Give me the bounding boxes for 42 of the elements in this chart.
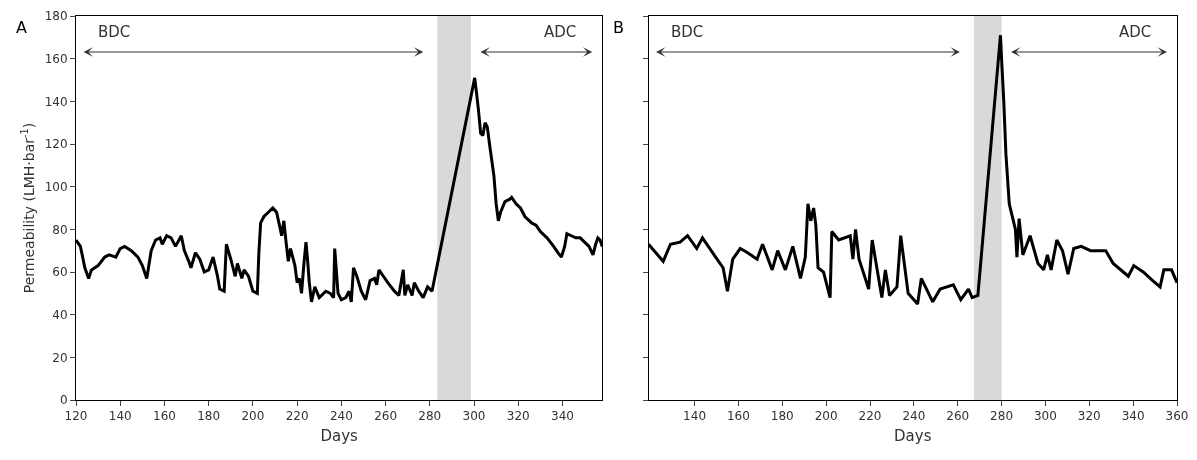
y-tick-label: 160 [44, 51, 68, 66]
x-tick-label: 240 [902, 409, 926, 424]
annotation: ADC [544, 23, 577, 41]
annotation: ADC [1119, 23, 1152, 41]
x-tick-label: 220 [285, 409, 309, 424]
y-tick-label: 20 [52, 350, 68, 365]
x-tick-label: 120 [64, 409, 88, 424]
x-tick-label: 320 [506, 409, 530, 424]
x-tick-label: 180 [770, 409, 794, 424]
x-tick-label: 260 [374, 409, 398, 424]
y-tick-label: 40 [52, 307, 68, 322]
annotation: BDC [98, 23, 131, 41]
annotation: BDC [671, 23, 704, 41]
x-tick-label: 160 [726, 409, 750, 424]
y-tick-label: 120 [44, 137, 68, 152]
x-tick-label: 340 [551, 409, 574, 424]
y-tick-label: 140 [44, 94, 68, 109]
x-tick-label: 340 [1121, 409, 1145, 424]
y-tick-label: 0 [59, 393, 68, 408]
chart-title: B [613, 18, 624, 37]
y-tick-label: 80 [52, 222, 68, 237]
y-tick-label: 180 [44, 9, 68, 24]
x-tick-label: 260 [946, 409, 970, 424]
x-tick-label: 320 [1077, 409, 1101, 424]
x-tick-label: 200 [241, 409, 265, 424]
y-tick-label: 100 [44, 179, 68, 194]
x-tick-label: 360 [1165, 409, 1189, 424]
x-tick-label: 140 [108, 409, 132, 424]
y-tick-label: 60 [52, 265, 68, 280]
x-tick-label: 220 [858, 409, 882, 424]
x-tick-label: 240 [329, 409, 353, 424]
x-tick-label: 140 [683, 409, 707, 424]
chart-title: A [16, 18, 27, 37]
x-tick-label: 280 [418, 409, 442, 424]
x-axis-title: Days [894, 427, 932, 446]
x-tick-label: 160 [153, 409, 176, 424]
x-tick-label: 180 [197, 409, 221, 424]
x-tick-label: 200 [814, 409, 838, 424]
x-tick-label: 300 [1033, 409, 1057, 424]
x-axis-title: Days [320, 427, 359, 446]
x-tick-label: 300 [462, 409, 486, 424]
x-tick-label: 280 [990, 409, 1014, 424]
